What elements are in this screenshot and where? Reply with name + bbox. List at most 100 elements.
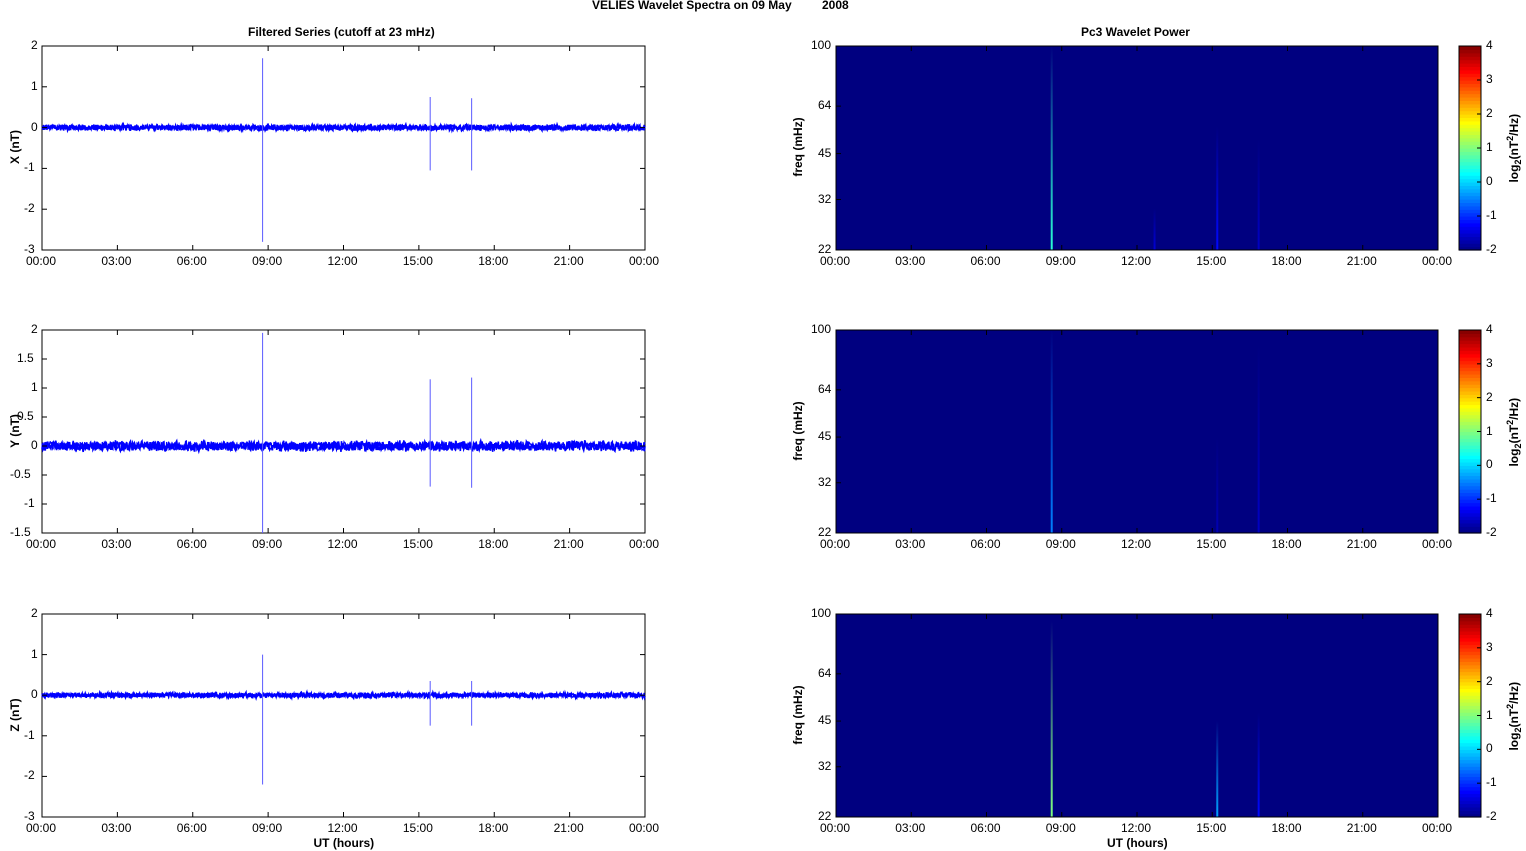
wavelet-y-colorbar-cell: [1459, 401, 1481, 406]
left-column-title: Filtered Series (cutoff at 23 mHz): [248, 25, 435, 39]
wavelet-x-colorbar-cell: [1459, 52, 1481, 57]
wavelet-x-colorbar-cell: [1459, 63, 1481, 67]
wavelet-x-xtick-label: 03:00: [895, 254, 926, 268]
wavelet-x-colorbar-cell: [1459, 195, 1481, 200]
wavelet-z-colorbar-cell: [1459, 637, 1481, 642]
wavelet-y-colorbar-cell: [1459, 336, 1481, 341]
wavelet-z-ytick-label: 22: [818, 809, 832, 823]
wavelet-x-colorbar-cell: [1459, 49, 1481, 54]
wavelet-y-ytick-label: 64: [818, 381, 832, 396]
wavelet-z-xtick-label: 21:00: [1346, 821, 1377, 835]
wavelet-y-colorbar-cell: [1459, 367, 1481, 372]
wavelet-z-colorbar-cell: [1459, 729, 1481, 734]
wavelet-y-colorbar-cell: [1459, 370, 1481, 375]
series-y-ytick-label: 0.5: [17, 409, 34, 423]
wavelet-z-colorbar-cell: [1459, 624, 1481, 629]
series-y-xtick-label: 18:00: [478, 537, 509, 551]
wavelet-x-colorbar-cell: [1459, 103, 1481, 108]
wavelet-y-colorbar-cell: [1459, 373, 1481, 378]
wavelet-z-colorbar-cell: [1459, 789, 1481, 794]
wavelet-y-colorbar-cell: [1459, 390, 1481, 395]
wavelet-x-ytick-label: 22: [818, 242, 832, 256]
series-x-plot-frame: [41, 45, 646, 251]
wavelet-z-colorbar-cell: [1459, 756, 1481, 761]
wavelet-x-colorbar-cell: [1459, 66, 1481, 71]
wavelet-y-colorbar-cell: [1459, 451, 1481, 456]
wavelet-y-xtick-label: 00:00: [1422, 537, 1453, 551]
wavelet-y-colorbar-cell: [1459, 465, 1481, 470]
wavelet-y-colorbar-cell: [1459, 475, 1481, 480]
wavelet-x-colorbar-label: 3: [1486, 72, 1493, 86]
wavelet-z-colorbar-cell: [1459, 661, 1481, 666]
series-z-ytick-label: -2: [24, 768, 35, 783]
wavelet-x-colorbar-cell: [1459, 141, 1481, 146]
wavelet-x-colorbar-cell: [1459, 199, 1481, 203]
wavelet-x-colorbar-cell: [1459, 124, 1481, 129]
wavelet-x-ylabel: freq (mHz): [791, 117, 805, 177]
wavelet-z-colorbar-cell: [1459, 654, 1481, 659]
wavelet-x-colorbar-cell: [1459, 165, 1481, 169]
wavelet-y-colorbar-cell: [1459, 350, 1481, 355]
wavelet-z-xtick-label: 09:00: [1045, 821, 1076, 835]
wavelet-x-xtick-label: 15:00: [1196, 254, 1227, 268]
wavelet-z-colorbar-cell: [1459, 634, 1481, 639]
wavelet-z-colorbar-cell: [1459, 691, 1481, 696]
series-x-ytick-label: 2: [31, 38, 38, 52]
wavelet-x-colorbar-cell: [1459, 144, 1481, 149]
wavelet-z-colorbar-cell: [1459, 803, 1481, 808]
wavelet-z-colorbar-cell: [1459, 647, 1481, 652]
wavelet-z-colorbar-cell: [1459, 722, 1481, 727]
series-z-ytick-label: 0: [31, 687, 38, 702]
wavelet-y-colorbar-cell: [1459, 384, 1481, 389]
series-y-xtick-label: 00:00: [629, 537, 660, 551]
series-z-ytick-label: -1: [24, 727, 35, 742]
wavelet-y-colorbar-cell: [1459, 424, 1481, 429]
wavelet-y-ylabel: freq (mHz): [791, 400, 805, 461]
wavelet-z-colorbar-cell: [1459, 806, 1481, 811]
wavelet-z-heatmap-bg: [836, 614, 1438, 817]
wavelet-x-colorbar-cell: [1459, 80, 1481, 84]
wavelet-y-colorbar-cell: [1459, 478, 1481, 483]
main-title-year: 2008: [822, 0, 849, 12]
wavelet-z-colorbar-cell: [1459, 657, 1481, 662]
wavelet-y-colorbar-cell: [1459, 330, 1481, 334]
wavelet-y-colorbar-cell: [1459, 502, 1481, 507]
wavelet-z-xlabel: UT (hours): [1107, 836, 1168, 850]
wavelet-x-colorbar-cell: [1459, 229, 1481, 234]
wavelet-y-colorbar-cell: [1459, 509, 1481, 514]
wavelet-z-streak: [1216, 721, 1219, 817]
wavelet-y-colorbar-cell: [1459, 529, 1481, 534]
wavelet-x-colorbar-cell: [1459, 182, 1481, 186]
wavelet-z-colorbar-cell: [1459, 786, 1481, 791]
wavelet-y-colorbar-title: log2(nT2/Hz): [1504, 397, 1524, 467]
wavelet-x-colorbar-cell: [1459, 216, 1481, 220]
wavelet-x-colorbar-cell: [1459, 110, 1481, 115]
series-x-xtick-label: 09:00: [252, 254, 283, 268]
wavelet-z-colorbar-cell: [1459, 681, 1481, 686]
wavelet-y-colorbar-cell: [1459, 340, 1481, 345]
series-z-xlabel: UT (hours): [313, 836, 375, 850]
series-x-ytick-label: -2: [24, 201, 35, 216]
wavelet-z-colorbar-cell: [1459, 641, 1481, 646]
wavelet-x-colorbar-cell: [1459, 137, 1481, 142]
series-x-ylabel: X (nT): [8, 130, 22, 164]
wavelet-x-ytick-label: 100: [811, 38, 832, 52]
series-y-plot-frame: [41, 329, 646, 534]
wavelet-y-xtick-label: 15:00: [1196, 537, 1227, 551]
wavelet-z-ytick-label: 32: [818, 758, 832, 773]
wavelet-y-colorbar-cell: [1459, 438, 1481, 443]
wavelet-x-colorbar-cell: [1459, 134, 1481, 139]
series-y-xtick-label: 12:00: [327, 537, 358, 551]
wavelet-z-colorbar-cell: [1459, 685, 1481, 690]
wavelet-x-colorbar-cell: [1459, 246, 1481, 251]
wavelet-y-colorbar-label: 1: [1486, 423, 1493, 438]
wavelet-x-xtick-label: 06:00: [970, 254, 1001, 268]
wavelet-z-colorbar-cell: [1459, 745, 1481, 750]
wavelet-z-colorbar-cell: [1459, 688, 1481, 693]
wavelet-z-colorbar-cell: [1459, 630, 1481, 635]
wavelet-y-colorbar-cell: [1459, 363, 1481, 368]
wavelet-z-colorbar-cell: [1459, 718, 1481, 723]
wavelet-z-colorbar-cell: [1459, 614, 1481, 618]
wavelet-z-colorbar-label: 2: [1486, 673, 1493, 688]
wavelet-x-colorbar-cell: [1459, 171, 1481, 176]
